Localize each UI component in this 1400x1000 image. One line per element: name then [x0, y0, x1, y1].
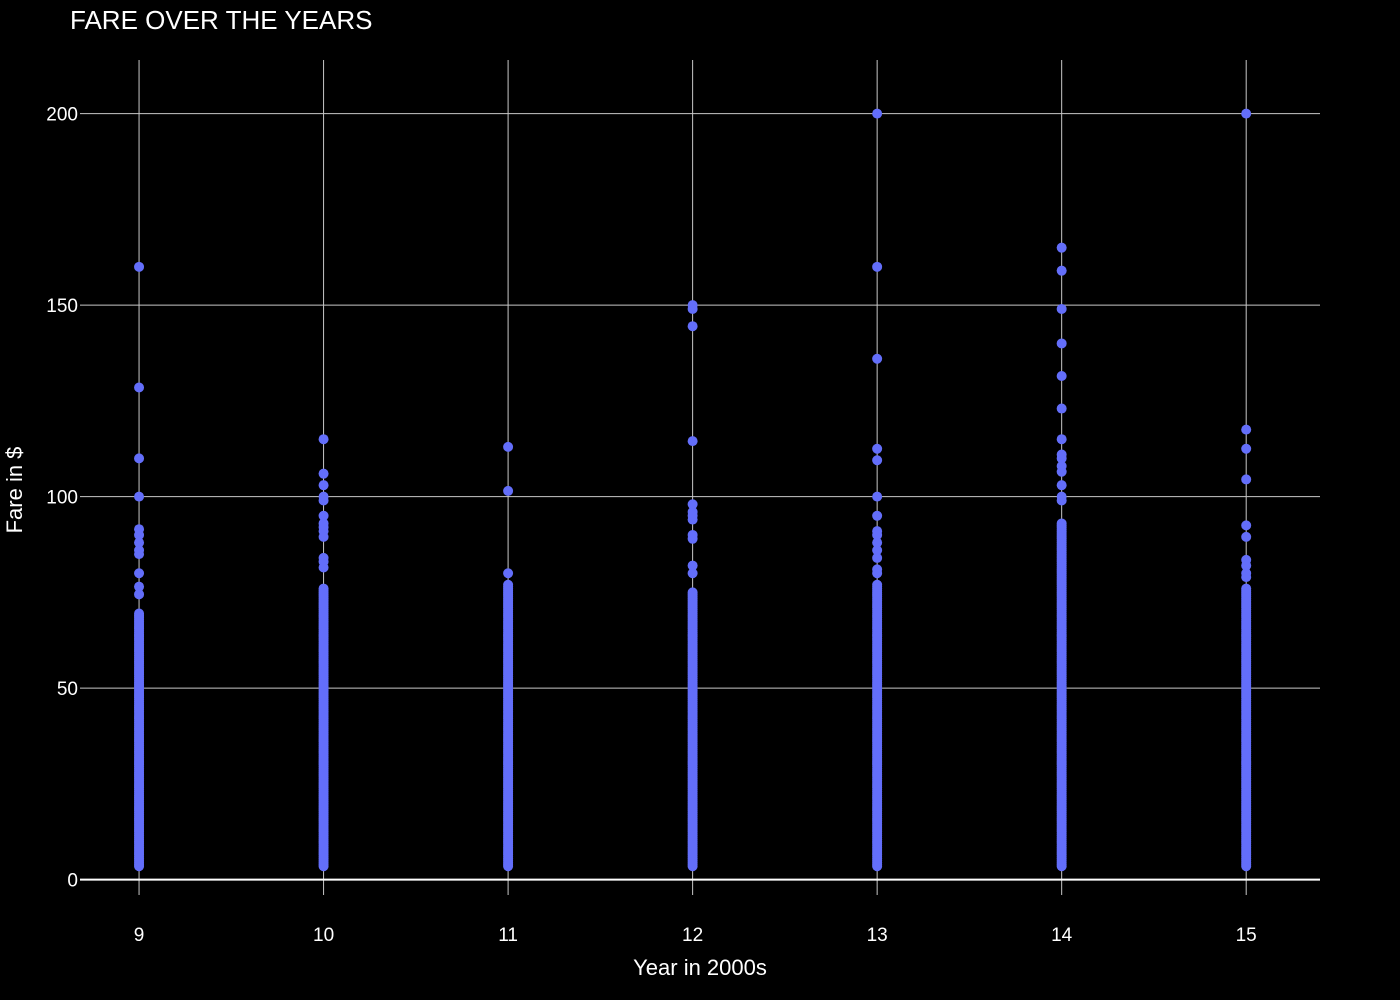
data-point	[318, 495, 329, 506]
series-year-9	[134, 261, 145, 872]
data-point	[872, 552, 883, 563]
data-point	[1056, 495, 1067, 506]
y-tick-label: 100	[46, 488, 78, 509]
data-point	[134, 589, 145, 600]
data-point	[134, 537, 145, 548]
data-point	[872, 529, 883, 540]
data-point	[872, 443, 883, 454]
data-point	[318, 531, 329, 542]
series-year-11	[503, 441, 514, 872]
data-point	[1056, 370, 1067, 381]
data-point	[134, 529, 145, 540]
chart-title: FARE OVER THE YEARS	[70, 5, 372, 35]
data-point	[872, 491, 883, 502]
y-tick-label: 0	[67, 871, 78, 892]
data-point	[1056, 338, 1067, 349]
grid	[80, 60, 1320, 895]
data-point	[318, 480, 329, 491]
x-tick-label: 9	[134, 925, 145, 946]
data-point	[1241, 531, 1252, 542]
series-year-10	[318, 434, 329, 872]
x-tick-label: 14	[1051, 925, 1073, 946]
data-point	[134, 549, 145, 560]
data-point	[1241, 583, 1252, 594]
data-point	[1056, 434, 1067, 445]
data-point	[687, 533, 698, 544]
data-point	[503, 579, 514, 590]
x-tick-label: 13	[867, 925, 888, 946]
data-point	[687, 321, 698, 332]
data-point	[318, 562, 329, 573]
data-point	[1056, 453, 1067, 464]
data-point	[318, 510, 329, 521]
data-point	[1056, 303, 1067, 314]
data-points	[134, 108, 1252, 872]
data-point	[687, 499, 698, 510]
data-point	[1241, 443, 1252, 454]
data-point	[1056, 403, 1067, 414]
data-point	[872, 455, 883, 466]
y-axis-title: Fare in $	[2, 447, 27, 534]
series-year-13	[872, 108, 883, 872]
data-point	[687, 436, 698, 447]
data-point	[134, 261, 145, 272]
x-tick-label: 15	[1236, 925, 1257, 946]
data-point	[1056, 265, 1067, 276]
data-point	[872, 579, 883, 590]
data-point	[872, 510, 883, 521]
data-point	[503, 568, 514, 579]
data-point	[872, 568, 883, 579]
series-year-15	[1241, 108, 1252, 872]
y-tick-label: 200	[46, 105, 78, 126]
y-tick-label: 50	[57, 679, 78, 700]
data-point	[318, 434, 329, 445]
data-point	[318, 583, 329, 594]
data-point	[1056, 480, 1067, 491]
data-point	[1241, 572, 1252, 583]
data-point	[687, 560, 698, 571]
data-point	[687, 514, 698, 525]
x-tick-label: 10	[313, 925, 334, 946]
data-point	[134, 581, 145, 592]
data-point	[1056, 518, 1067, 529]
x-tick-label: 12	[682, 925, 703, 946]
data-point	[687, 303, 698, 314]
data-point	[1241, 108, 1252, 119]
y-tick-label: 150	[46, 296, 78, 317]
data-point	[1241, 474, 1252, 485]
data-point	[1241, 560, 1252, 571]
data-point	[1056, 242, 1067, 253]
data-point	[134, 608, 145, 619]
data-point	[1056, 466, 1067, 477]
data-point	[872, 353, 883, 364]
data-point	[687, 587, 698, 598]
data-point	[872, 537, 883, 548]
x-axis-title: Year in 2000s	[633, 955, 767, 980]
data-point	[872, 545, 883, 556]
data-point	[1241, 520, 1252, 531]
x-tick-label: 11	[498, 925, 518, 946]
data-point	[134, 453, 145, 464]
data-point	[134, 568, 145, 579]
series-year-14	[1056, 242, 1067, 872]
data-point	[134, 382, 145, 393]
data-point	[872, 108, 883, 119]
data-point	[503, 441, 514, 452]
data-point	[503, 485, 514, 496]
data-point	[1241, 424, 1252, 435]
data-point	[687, 568, 698, 579]
data-point	[134, 491, 145, 502]
series-year-12	[687, 300, 698, 872]
data-point	[318, 468, 329, 479]
data-point	[872, 261, 883, 272]
